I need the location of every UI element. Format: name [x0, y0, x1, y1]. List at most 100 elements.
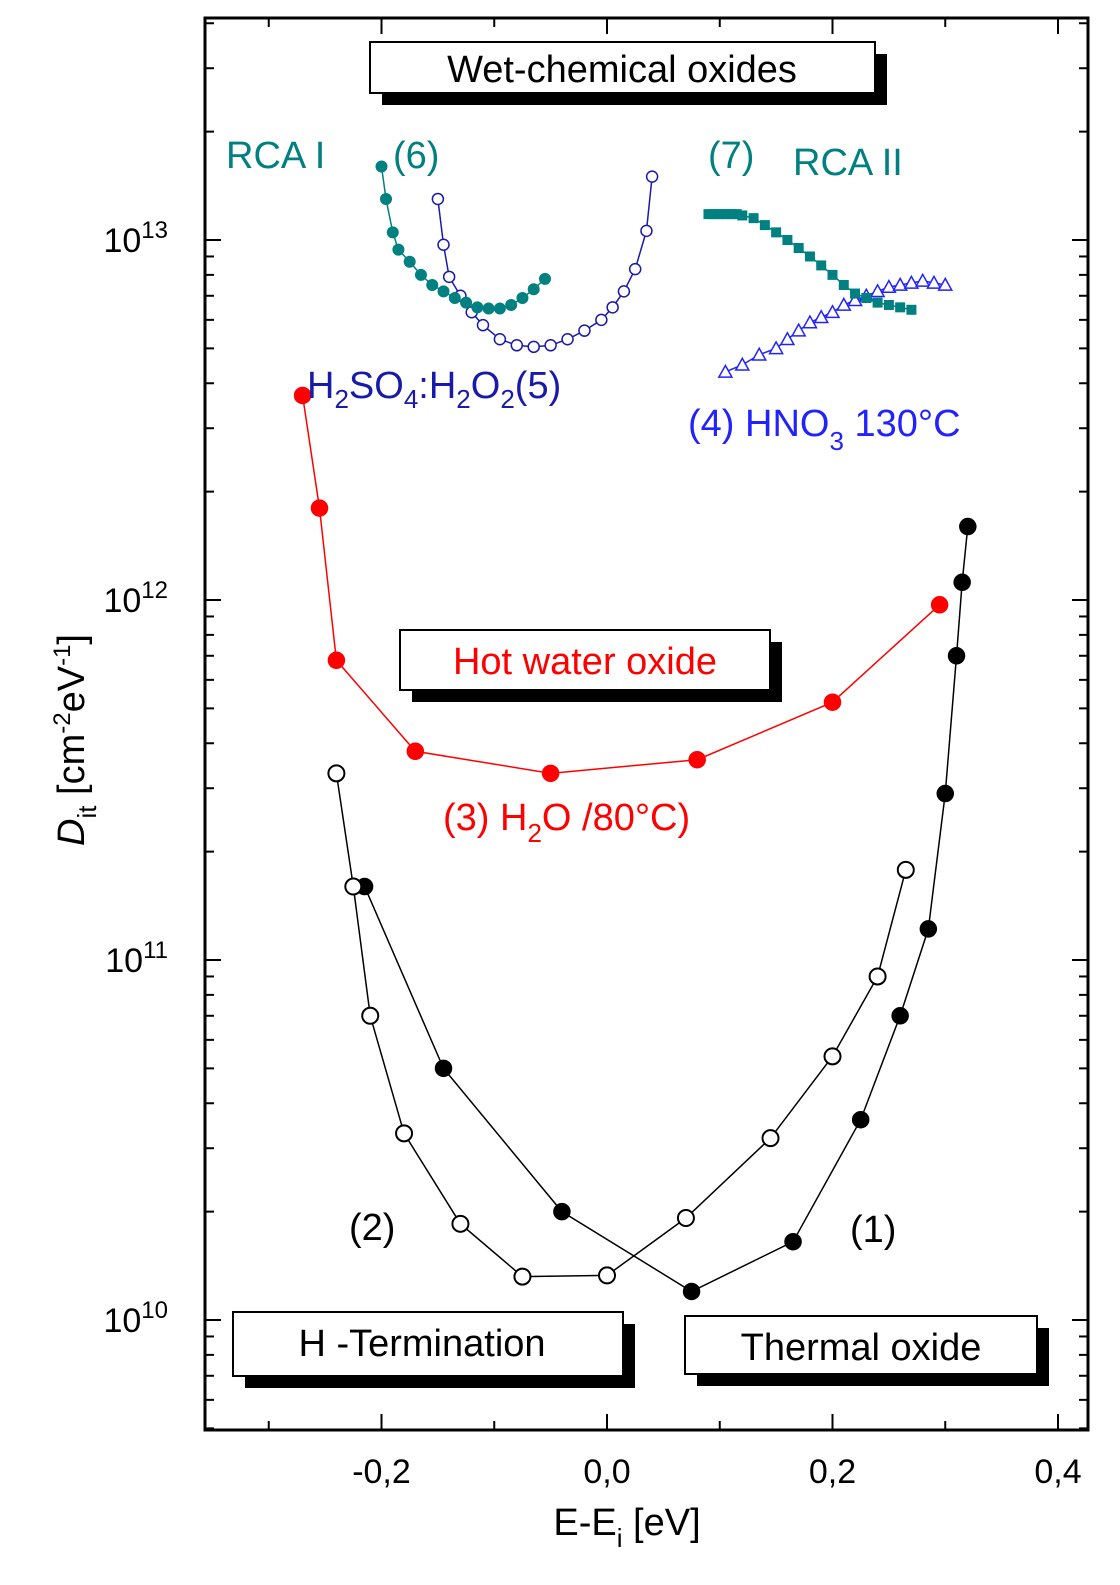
data-point [437, 238, 450, 252]
data-point [386, 226, 399, 239]
box-thermal-oxide-text: Thermal oxide [741, 1327, 982, 1369]
data-point [861, 293, 872, 304]
x-tick-label: 0,2 [809, 1453, 856, 1491]
data-point [779, 331, 796, 346]
data-point [327, 651, 346, 670]
data-point [640, 224, 653, 238]
data-point [717, 363, 734, 378]
data-point [868, 967, 887, 986]
data-point [406, 742, 425, 761]
data-point [645, 170, 659, 183]
axis-ticks: -0,2 0,0 0,2 0,4 1010 1011 1012 1013 [103, 18, 1088, 1491]
data-point [375, 160, 388, 173]
data-point [850, 288, 861, 299]
data-point [914, 272, 931, 287]
data-point [527, 283, 540, 296]
box-wet-chemical-text: Wet-chemical oxides [447, 49, 797, 91]
data-point [688, 750, 706, 769]
data-point [553, 1202, 571, 1221]
data-point [628, 262, 642, 276]
data-point [561, 333, 574, 346]
data-point [414, 268, 427, 281]
data-point [682, 1282, 701, 1301]
data-point [823, 1047, 842, 1066]
label-rca1: RCA I [226, 135, 325, 177]
data-point [395, 1124, 414, 1143]
data-point [906, 304, 917, 315]
data-point [493, 333, 507, 346]
series-s1 [355, 517, 977, 1301]
data-point [617, 285, 631, 298]
data-point [919, 920, 938, 938]
data-point [816, 260, 827, 271]
box-h-termination-text: H -Termination [298, 1323, 545, 1365]
data-point [881, 279, 897, 294]
data-point [737, 210, 748, 221]
data-point [804, 251, 815, 262]
data-point [936, 784, 954, 803]
series-s5 [431, 170, 659, 354]
data-point [434, 1059, 453, 1078]
data-point [293, 386, 312, 405]
data-point [595, 313, 608, 327]
data-point [838, 279, 849, 290]
data-point [836, 296, 852, 311]
data-point [471, 301, 484, 314]
data-point [793, 243, 804, 254]
data-point [327, 764, 346, 783]
label-7: (7) [708, 135, 754, 177]
data-point [451, 1214, 470, 1233]
data-point [482, 302, 495, 315]
data-point [748, 213, 759, 224]
data-point [442, 270, 456, 284]
label-hno3: (4) HNO3 130°C [688, 403, 961, 456]
data-point [883, 299, 894, 310]
data-point [513, 1267, 532, 1286]
data-point [751, 346, 767, 361]
data-point [510, 339, 524, 352]
data-point [380, 192, 393, 205]
data-point [872, 297, 883, 308]
data-point [578, 324, 591, 337]
data-point [544, 339, 557, 352]
data-point [403, 255, 416, 268]
label-2: (2) [349, 1207, 395, 1249]
data-point [431, 192, 445, 206]
data-point [892, 276, 908, 291]
data-point [768, 340, 784, 355]
data-point [896, 860, 915, 879]
series-layer [293, 160, 977, 1301]
box-hot-water: Hot water oxide [399, 629, 782, 702]
data-point [344, 877, 363, 896]
data-point [851, 1110, 870, 1129]
data-point [823, 693, 842, 711]
series-line-s2 [335, 773, 907, 1278]
data-point [460, 296, 473, 309]
data-point [437, 285, 450, 298]
label-1: (1) [850, 1209, 896, 1251]
data-point [448, 292, 461, 305]
data-point [709, 209, 720, 220]
series-line-s6 [380, 166, 546, 310]
x-axis-title: E-Ei [eV] [553, 1502, 700, 1553]
data-point [606, 301, 619, 314]
series-s4 [717, 272, 954, 378]
data-point [734, 356, 751, 371]
data-point [869, 283, 886, 298]
data-point [937, 276, 954, 291]
plot-frame [203, 16, 1090, 1432]
data-point [827, 269, 838, 280]
series-line-s1 [363, 526, 969, 1293]
data-point [714, 209, 725, 220]
box-hot-water-text: Hot water oxide [453, 641, 717, 683]
data-point [953, 573, 971, 592]
series-line-s3 [301, 395, 941, 775]
data-point [720, 209, 731, 220]
data-point [824, 304, 841, 319]
x-tick-label: 0,4 [1034, 1453, 1081, 1491]
data-point [426, 278, 439, 291]
data-point [476, 318, 490, 332]
data-point [761, 1129, 780, 1148]
data-point [726, 209, 737, 220]
